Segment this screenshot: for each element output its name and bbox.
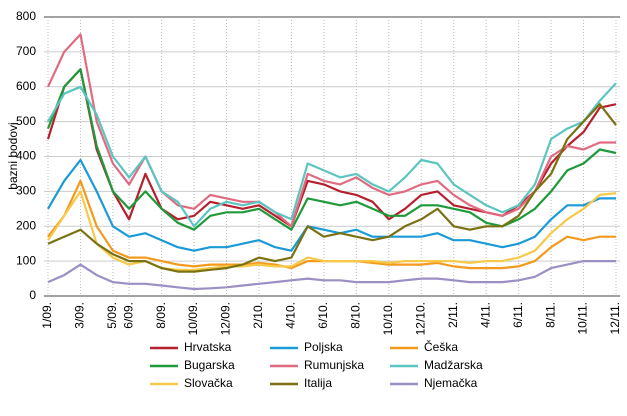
line-series bbox=[47, 103, 617, 273]
x-tick-label: 4/10. bbox=[284, 302, 298, 329]
legend-label: Madžarska bbox=[424, 358, 483, 372]
y-axis-label: bazni bodovi bbox=[6, 122, 20, 189]
x-tick-label: 6/09. bbox=[121, 302, 135, 329]
x-tick-label: 8/10. bbox=[349, 302, 363, 329]
x-tick-label: 10/10. bbox=[381, 302, 395, 335]
x-tick-label: 6/10. bbox=[316, 302, 330, 329]
x-tick-label: 1/09. bbox=[40, 302, 54, 329]
legend-label: Češka bbox=[424, 339, 458, 354]
y-tick-label: 100 bbox=[16, 253, 36, 267]
y-tick-label: 600 bbox=[16, 79, 36, 93]
x-tick-label: 12/11. bbox=[608, 302, 622, 334]
legend-label: Hrvatska bbox=[184, 340, 232, 354]
line-series bbox=[47, 158, 616, 252]
x-tick-label: 4/11. bbox=[478, 302, 492, 328]
y-tick-label: 400 bbox=[16, 149, 36, 163]
x-tick-label: 8/11. bbox=[543, 302, 557, 328]
x-tick-label: 5/09. bbox=[105, 302, 119, 329]
x-tick-label: 12/09. bbox=[219, 302, 233, 335]
x-tick-label: 12/10. bbox=[413, 302, 427, 335]
x-tick-label: 10/11. bbox=[576, 302, 590, 334]
y-tick-label: 0 bbox=[29, 288, 36, 302]
line-series bbox=[47, 82, 617, 228]
legend-label: Rumunjska bbox=[304, 358, 364, 372]
x-tick-label: 3/09. bbox=[73, 302, 87, 329]
x-tick-label: 6/11. bbox=[511, 302, 525, 328]
x-tick-label: 2/11. bbox=[446, 302, 460, 328]
x-tick-label: 8/09. bbox=[154, 302, 168, 329]
line-series bbox=[46, 68, 617, 231]
legend-label: Italija bbox=[304, 376, 332, 390]
legend-label: Poljska bbox=[304, 340, 343, 354]
y-tick-label: 200 bbox=[16, 218, 36, 232]
y-tick-label: 800 bbox=[16, 9, 36, 23]
y-tick-label: 500 bbox=[16, 114, 36, 128]
y-tick-label: 300 bbox=[16, 184, 36, 198]
legend-label: Njemačka bbox=[424, 376, 478, 390]
y-tick-label: 700 bbox=[16, 44, 36, 58]
legend-label: Slovačka bbox=[184, 376, 233, 390]
x-tick-label: 2/10. bbox=[251, 302, 265, 329]
line-series bbox=[47, 260, 616, 291]
x-tick-label: 10/09. bbox=[186, 302, 200, 335]
legend-label: Bugarska bbox=[184, 358, 235, 372]
